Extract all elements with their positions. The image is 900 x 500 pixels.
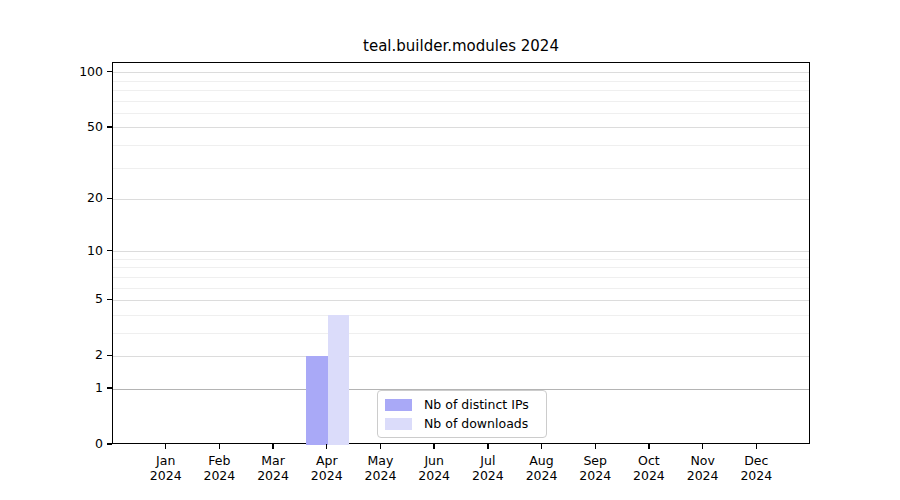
x-tick-mark xyxy=(541,444,542,449)
x-tick-month: Jan xyxy=(136,453,196,468)
major-gridline xyxy=(113,127,809,128)
x-tick-month: Feb xyxy=(189,453,249,468)
y-tick-label: 2 xyxy=(43,348,103,362)
x-tick-month: Oct xyxy=(619,453,679,468)
x-tick-month: Aug xyxy=(512,453,572,468)
x-tick-label: Jun2024 xyxy=(404,453,464,483)
x-tick-label: Jan2024 xyxy=(136,453,196,483)
x-tick-label: Jul2024 xyxy=(458,453,518,483)
x-tick-month: Dec xyxy=(726,453,786,468)
x-tick-year: 2024 xyxy=(189,468,249,483)
minor-gridline xyxy=(113,277,809,278)
major-gridline xyxy=(113,356,809,357)
major-gridline xyxy=(113,300,809,301)
x-tick-year: 2024 xyxy=(565,468,625,483)
legend-entry-downloads: Nb of downloads xyxy=(385,416,536,431)
x-tick-mark xyxy=(165,444,166,449)
x-tick-year: 2024 xyxy=(673,468,733,483)
y-tick-label: 50 xyxy=(43,120,103,134)
x-tick-mark xyxy=(702,444,703,449)
y-tick-mark xyxy=(107,355,112,356)
legend-label-downloads: Nb of downloads xyxy=(424,416,528,431)
x-tick-month: Mar xyxy=(243,453,303,468)
x-tick-mark xyxy=(433,444,434,449)
x-tick-label: Nov2024 xyxy=(673,453,733,483)
x-tick-label: Feb2024 xyxy=(189,453,249,483)
x-tick-mark xyxy=(272,444,273,449)
legend-entry-distinct-ips: Nb of distinct IPs xyxy=(385,397,536,412)
x-tick-label: Apr2024 xyxy=(297,453,357,483)
minor-gridline xyxy=(113,168,809,169)
y-tick-mark xyxy=(107,443,112,444)
x-tick-month: Jun xyxy=(404,453,464,468)
legend: Nb of distinct IPs Nb of downloads xyxy=(377,390,547,438)
y-tick-label: 0 xyxy=(43,437,103,451)
minor-gridline xyxy=(113,101,809,102)
x-tick-year: 2024 xyxy=(404,468,464,483)
y-tick-mark xyxy=(107,198,112,199)
x-tick-label: Sep2024 xyxy=(565,453,625,483)
x-tick-mark xyxy=(380,444,381,449)
y-tick-mark xyxy=(107,126,112,127)
x-tick-year: 2024 xyxy=(243,468,303,483)
minor-gridline xyxy=(113,81,809,82)
bar-distinct-ips-apr xyxy=(306,356,327,445)
x-tick-label: Dec2024 xyxy=(726,453,786,483)
x-tick-year: 2024 xyxy=(136,468,196,483)
legend-swatch-distinct-ips xyxy=(385,399,412,411)
x-tick-month: May xyxy=(350,453,410,468)
minor-gridline xyxy=(113,113,809,114)
x-tick-label: Oct2024 xyxy=(619,453,679,483)
x-tick-mark xyxy=(326,444,327,449)
x-tick-mark xyxy=(648,444,649,449)
x-tick-label: May2024 xyxy=(350,453,410,483)
x-tick-month: Nov xyxy=(673,453,733,468)
y-tick-mark xyxy=(107,387,112,388)
x-tick-year: 2024 xyxy=(726,468,786,483)
x-tick-label: Aug2024 xyxy=(512,453,572,483)
x-tick-mark xyxy=(487,444,488,449)
x-tick-month: Sep xyxy=(565,453,625,468)
y-tick-label: 5 xyxy=(43,292,103,306)
legend-label-distinct-ips: Nb of distinct IPs xyxy=(424,397,529,412)
minor-gridline xyxy=(113,315,809,316)
y-tick-label: 20 xyxy=(43,191,103,205)
y-tick-label: 100 xyxy=(43,65,103,79)
major-gridline xyxy=(113,199,809,200)
x-tick-year: 2024 xyxy=(297,468,357,483)
x-tick-year: 2024 xyxy=(512,468,572,483)
x-tick-mark xyxy=(595,444,596,449)
y-tick-label: 1 xyxy=(43,381,103,395)
legend-swatch-downloads xyxy=(385,418,412,430)
minor-gridline xyxy=(113,267,809,268)
minor-gridline xyxy=(113,90,809,91)
plot-area xyxy=(112,62,810,444)
y-tick-mark xyxy=(107,71,112,72)
y-tick-mark xyxy=(107,250,112,251)
x-tick-year: 2024 xyxy=(458,468,518,483)
x-tick-month: Apr xyxy=(297,453,357,468)
chart-figure: teal.builder.modules 2024 0 1 2 5 10 20 50 100 J… xyxy=(0,0,900,500)
x-tick-year: 2024 xyxy=(619,468,679,483)
x-tick-label: Mar2024 xyxy=(243,453,303,483)
y-tick-label: 10 xyxy=(43,244,103,258)
x-tick-mark xyxy=(219,444,220,449)
chart-title: teal.builder.modules 2024 xyxy=(112,37,810,55)
minor-gridline xyxy=(113,259,809,260)
x-tick-year: 2024 xyxy=(350,468,410,483)
minor-gridline xyxy=(113,333,809,334)
x-tick-month: Jul xyxy=(458,453,518,468)
x-tick-mark xyxy=(756,444,757,449)
y-tick-mark xyxy=(107,299,112,300)
major-gridline xyxy=(113,251,809,252)
major-gridline xyxy=(113,72,809,73)
minor-gridline xyxy=(113,288,809,289)
minor-gridline xyxy=(113,145,809,146)
bar-downloads-apr xyxy=(328,315,349,445)
